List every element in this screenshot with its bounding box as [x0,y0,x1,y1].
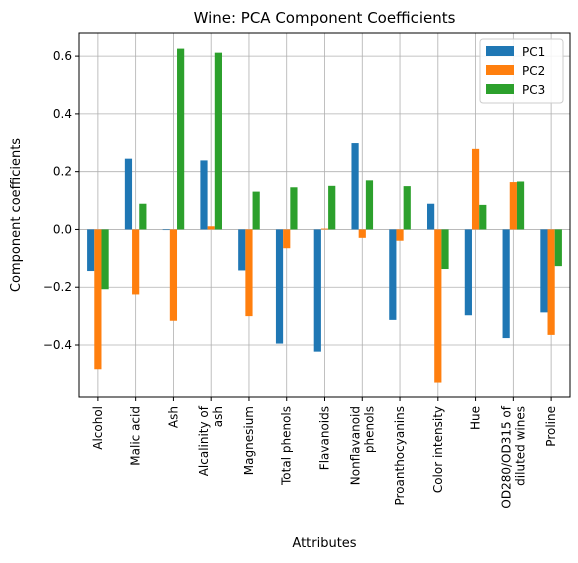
x-tick-label: Color intensity [431,406,445,493]
bar-pc1 [427,204,434,230]
bar-pc1 [200,160,207,229]
bar-pc1 [238,229,245,270]
legend-label-pc2: PC2 [522,64,545,78]
x-tick-label: Hue [469,406,483,430]
bar-pc1 [163,229,170,230]
legend-swatch-pc1 [486,46,514,56]
x-tick-label: Ash [166,406,180,428]
bar-pc3 [441,229,448,269]
bar-pc3 [139,204,146,230]
bar-pc2 [396,229,403,240]
bar-pc3 [328,186,335,230]
bar-pc2 [510,182,517,229]
bar-pc3 [215,53,222,230]
bar-pc3 [177,49,184,230]
y-axis-label: Component coefficients [9,138,24,292]
bar-pc3 [366,180,373,229]
bar-pc2 [359,229,366,237]
bar-pc1 [465,229,472,315]
bar-pc1 [87,229,94,271]
bar-pc2 [548,229,555,334]
legend-swatch-pc2 [486,65,514,75]
bar-pc3 [479,205,486,230]
bar-pc2 [94,229,101,369]
bar-pc3 [555,229,562,266]
legend-label-pc3: PC3 [522,83,545,97]
x-tick-label: Magnesium [242,406,256,475]
bar-pc3 [404,186,411,229]
bar-pc1 [389,229,396,319]
y-tick-label: −0.2 [43,280,72,294]
bar-pc2 [208,226,215,229]
bar-pc3 [290,187,297,229]
bar-pc1 [125,159,132,230]
bar-pc1 [503,229,510,338]
bar-pc1 [351,143,358,229]
bar-pc3 [253,192,260,230]
bar-pc2 [283,229,290,248]
bar-pc1 [540,229,547,312]
x-tick-label: Malic acid [129,406,143,466]
x-tick-label: Proline [544,406,558,447]
x-tick-label: Flavanoids [318,406,332,470]
chart-title: Wine: PCA Component Coefficients [194,9,456,27]
x-tick-label: Total phenols [280,406,294,486]
legend: PC1 PC2 PC3 [480,39,563,103]
bar-pc3 [517,181,524,229]
bar-pc2 [472,149,479,230]
bar-pc2 [434,229,441,382]
bar-pc2 [170,229,177,320]
bar-pc3 [101,229,108,289]
y-tick-label: 0.6 [53,49,72,63]
x-tick-label: Proanthocyanins [393,406,407,506]
y-tick-label: −0.4 [43,338,72,352]
legend-label-pc1: PC1 [522,45,545,59]
x-tick-label: Alcohol [91,406,105,450]
bar-pc2 [245,229,252,316]
y-tick-label: 0.4 [53,107,72,121]
y-tick-label: 0.0 [53,222,72,236]
bar-pc1 [314,229,321,351]
x-axis-label: Attributes [292,536,356,551]
bar-pc2 [321,229,328,230]
y-tick-label: 0.2 [53,165,72,179]
legend-swatch-pc3 [486,84,514,94]
bar-pc2 [132,229,139,294]
bar-pc1 [276,229,283,343]
